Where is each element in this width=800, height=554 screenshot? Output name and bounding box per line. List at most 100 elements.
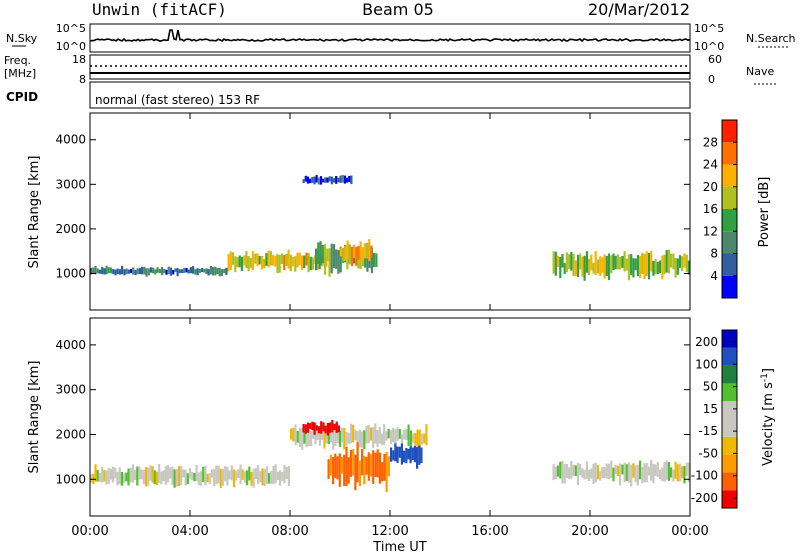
echo-cell bbox=[416, 447, 419, 469]
colorbar-swatch bbox=[722, 209, 737, 232]
echo-cell bbox=[405, 447, 408, 464]
echo-cell bbox=[250, 472, 253, 486]
echo-cell bbox=[313, 422, 316, 435]
echo-cell bbox=[90, 474, 93, 483]
echo-cell bbox=[319, 176, 323, 185]
echo-cell bbox=[676, 258, 679, 275]
power-colorbar-label: Power [dB] bbox=[757, 177, 772, 248]
echo-cell bbox=[138, 268, 141, 274]
colorbar-swatch bbox=[722, 365, 737, 384]
colorbar-tick-label: 24 bbox=[703, 158, 718, 172]
echo-cell bbox=[105, 470, 108, 485]
echo-cell bbox=[568, 467, 571, 479]
echo-cell bbox=[209, 266, 212, 275]
echo-cell bbox=[171, 466, 174, 485]
echo-cell bbox=[141, 266, 144, 275]
echo-cell bbox=[215, 465, 218, 485]
echo-cell bbox=[326, 248, 329, 261]
echo-cell bbox=[654, 259, 657, 275]
echo-cell bbox=[336, 456, 339, 480]
echo-cell bbox=[352, 449, 355, 476]
echo-cell bbox=[204, 465, 207, 486]
echo-cell bbox=[217, 465, 220, 484]
echo-region-5 bbox=[302, 420, 340, 436]
echo-cell bbox=[396, 446, 399, 463]
echo-cell bbox=[315, 425, 318, 431]
echo-cell bbox=[392, 427, 395, 443]
x-tick-label: 00:00 bbox=[671, 524, 708, 539]
echo-cell bbox=[370, 245, 373, 258]
echo-cell bbox=[169, 467, 172, 479]
echo-cell bbox=[147, 467, 150, 486]
echo-cell bbox=[94, 464, 97, 482]
echo-cell bbox=[349, 423, 353, 444]
echo-cell bbox=[152, 267, 155, 274]
echo-cell bbox=[678, 463, 682, 482]
echo-cell bbox=[154, 269, 157, 275]
echo-cell bbox=[334, 453, 337, 478]
noise-left-label: N.Sky bbox=[6, 32, 38, 45]
echo-cell bbox=[96, 268, 99, 274]
echo-cell bbox=[663, 462, 666, 482]
echo-cell bbox=[345, 431, 348, 446]
echo-cell bbox=[208, 473, 211, 484]
echo-cell bbox=[398, 429, 401, 439]
power-panel-frame bbox=[89, 112, 691, 311]
echo-cell bbox=[394, 429, 397, 447]
echo-cell bbox=[289, 254, 292, 272]
echo-cell bbox=[207, 269, 210, 276]
echo-cell bbox=[328, 176, 331, 182]
echo-cell bbox=[263, 259, 266, 269]
colorbar-tick-label: 50 bbox=[703, 380, 718, 394]
echo-cell bbox=[687, 260, 690, 275]
x-tick-label: 04:00 bbox=[171, 524, 208, 539]
echo-region-1 bbox=[227, 249, 328, 274]
echo-cell bbox=[302, 424, 305, 433]
echo-cell bbox=[643, 463, 646, 483]
echo-cell bbox=[354, 454, 357, 491]
echo-cell bbox=[125, 472, 128, 482]
echo-cell bbox=[650, 460, 653, 481]
velocity-colorbar-label: Velocity [m s-1] bbox=[760, 368, 776, 466]
echo-cell bbox=[576, 254, 580, 277]
echo-cell bbox=[585, 251, 588, 273]
x-tick-label: 00:00 bbox=[71, 524, 108, 539]
echo-cell bbox=[652, 260, 655, 276]
echo-cell bbox=[418, 445, 421, 465]
echo-cell bbox=[231, 252, 235, 265]
echo-cell bbox=[309, 256, 312, 270]
echo-cell bbox=[607, 463, 611, 479]
echo-cell bbox=[623, 462, 626, 483]
echo-cell bbox=[366, 242, 369, 259]
echo-cell bbox=[317, 426, 321, 434]
echo-cell bbox=[389, 429, 392, 444]
echo-cell bbox=[303, 255, 306, 269]
y-tick-label: 3000 bbox=[55, 383, 86, 397]
x-tick-label: 20:00 bbox=[571, 524, 608, 539]
echo-cell bbox=[363, 430, 366, 450]
echo-cell bbox=[210, 469, 214, 478]
echo-cell bbox=[98, 269, 102, 274]
echo-cell bbox=[274, 464, 277, 484]
echo-cell bbox=[659, 469, 662, 480]
freq-trace bbox=[90, 65, 690, 74]
echo-cell bbox=[345, 446, 348, 486]
echo-cell bbox=[403, 429, 406, 440]
echo-cell bbox=[276, 471, 279, 480]
echo-cell bbox=[363, 455, 366, 485]
noise-panel-frame bbox=[89, 23, 691, 53]
echo-cell bbox=[332, 457, 335, 485]
echo-cell bbox=[232, 469, 236, 488]
echo-cell bbox=[670, 253, 673, 268]
echo-cell bbox=[196, 268, 199, 276]
colorbar-swatch bbox=[722, 419, 737, 437]
echo-cell bbox=[409, 430, 412, 450]
echo-cell bbox=[610, 460, 613, 478]
x-axis-label: Time UT bbox=[372, 540, 426, 554]
echo-cell bbox=[370, 247, 373, 274]
echo-cell bbox=[347, 457, 350, 484]
echo-cell bbox=[302, 179, 305, 184]
x-axis-ticks: 00:00 04:00 08:00 12:00 16:00 20:00 00:00 bbox=[71, 113, 709, 539]
echo-cell bbox=[309, 178, 312, 184]
echo-cell bbox=[563, 263, 566, 274]
